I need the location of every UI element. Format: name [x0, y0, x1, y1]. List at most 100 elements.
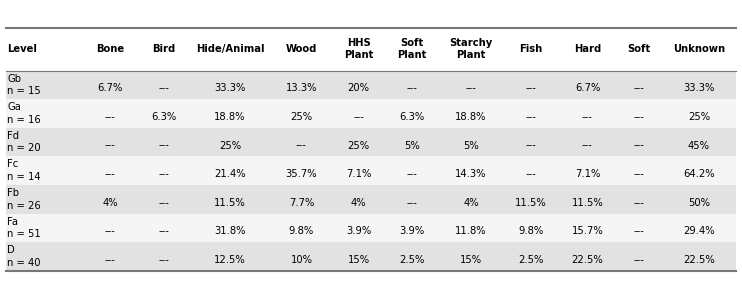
Text: 25%: 25% [290, 112, 312, 122]
Text: 29.4%: 29.4% [683, 226, 715, 236]
Text: 18.8%: 18.8% [214, 112, 246, 122]
Text: Fa: Fa [7, 217, 19, 226]
Text: 25%: 25% [347, 140, 370, 151]
Text: n = 20: n = 20 [7, 143, 41, 153]
Text: 10%: 10% [290, 255, 312, 265]
Text: Unknown: Unknown [673, 45, 725, 54]
Text: ---: --- [634, 226, 644, 236]
Text: 64.2%: 64.2% [683, 169, 715, 179]
Text: ---: --- [634, 140, 644, 151]
Text: 13.3%: 13.3% [286, 83, 317, 93]
Text: 4%: 4% [463, 198, 479, 208]
Text: ---: --- [105, 112, 115, 122]
Text: 7.7%: 7.7% [289, 198, 314, 208]
Text: ---: --- [634, 83, 644, 93]
Text: Hard: Hard [574, 45, 601, 54]
Text: D: D [7, 245, 15, 255]
Text: 5%: 5% [404, 140, 420, 151]
Bar [6, 213, 736, 242]
Text: 11.5%: 11.5% [214, 198, 246, 208]
Text: ---: --- [105, 255, 115, 265]
Text: Hide/Animal: Hide/Animal [196, 45, 264, 54]
Bar [6, 185, 736, 213]
Text: ---: --- [634, 112, 644, 122]
Text: ---: --- [105, 169, 115, 179]
Text: 15%: 15% [460, 255, 482, 265]
Text: 21.4%: 21.4% [214, 169, 246, 179]
Text: ---: --- [634, 169, 644, 179]
Text: ---: --- [526, 83, 536, 93]
Text: 2.5%: 2.5% [519, 255, 544, 265]
Text: HHS
Plant: HHS Plant [344, 38, 373, 60]
Text: Soft: Soft [627, 45, 651, 54]
Text: Fb: Fb [7, 188, 19, 198]
Text: 6.7%: 6.7% [97, 83, 122, 93]
Bar [6, 157, 736, 185]
Text: 15.7%: 15.7% [571, 226, 603, 236]
Bar [6, 128, 736, 157]
Text: 35.7%: 35.7% [286, 169, 317, 179]
Text: ---: --- [407, 198, 418, 208]
Text: 6.3%: 6.3% [399, 112, 424, 122]
Text: ---: --- [158, 226, 169, 236]
Text: Fd: Fd [7, 131, 19, 141]
Text: 9.8%: 9.8% [519, 226, 544, 236]
Text: ---: --- [158, 83, 169, 93]
Text: 7.1%: 7.1% [346, 169, 371, 179]
Text: 33.3%: 33.3% [683, 83, 715, 93]
Text: Fish: Fish [519, 45, 543, 54]
Bar [6, 99, 736, 128]
Text: 3.9%: 3.9% [346, 226, 371, 236]
Text: 18.8%: 18.8% [456, 112, 487, 122]
Text: n = 14: n = 14 [7, 172, 41, 182]
Text: 33.3%: 33.3% [214, 83, 246, 93]
Bar [6, 242, 736, 271]
Text: ---: --- [105, 140, 115, 151]
Text: 25%: 25% [688, 112, 710, 122]
Text: 4%: 4% [351, 198, 367, 208]
Text: n = 16: n = 16 [7, 115, 41, 125]
Bar [6, 70, 736, 99]
Text: Bone: Bone [96, 45, 124, 54]
Text: Gb: Gb [7, 74, 22, 84]
Text: ---: --- [158, 255, 169, 265]
Text: Soft
Plant: Soft Plant [398, 38, 427, 60]
Text: 45%: 45% [688, 140, 710, 151]
Text: Level: Level [7, 45, 37, 54]
Text: ---: --- [158, 198, 169, 208]
Text: 50%: 50% [688, 198, 710, 208]
Text: 3.9%: 3.9% [399, 226, 424, 236]
Text: ---: --- [526, 112, 536, 122]
Text: 6.7%: 6.7% [575, 83, 600, 93]
Text: Wood: Wood [286, 45, 317, 54]
Text: ---: --- [634, 255, 644, 265]
Text: ---: --- [465, 83, 476, 93]
Text: ---: --- [158, 140, 169, 151]
Text: Bird: Bird [152, 45, 175, 54]
Text: n = 26: n = 26 [7, 201, 41, 211]
Text: ---: --- [582, 112, 593, 122]
Text: n = 40: n = 40 [7, 258, 41, 268]
Text: 22.5%: 22.5% [571, 255, 603, 265]
Text: ---: --- [526, 169, 536, 179]
Text: 22.5%: 22.5% [683, 255, 715, 265]
Text: 25%: 25% [219, 140, 241, 151]
Text: 14.3%: 14.3% [456, 169, 487, 179]
Text: 15%: 15% [347, 255, 370, 265]
Text: 11.8%: 11.8% [455, 226, 487, 236]
Text: ---: --- [634, 198, 644, 208]
Text: n = 51: n = 51 [7, 229, 41, 239]
Text: ---: --- [158, 169, 169, 179]
Text: n = 15: n = 15 [7, 86, 41, 96]
Text: 20%: 20% [347, 83, 370, 93]
Text: ---: --- [526, 140, 536, 151]
Text: 6.3%: 6.3% [151, 112, 176, 122]
Text: 31.8%: 31.8% [214, 226, 246, 236]
Text: 5%: 5% [463, 140, 479, 151]
Text: ---: --- [296, 140, 306, 151]
Text: ---: --- [407, 169, 418, 179]
Text: 12.5%: 12.5% [214, 255, 246, 265]
Text: ---: --- [407, 83, 418, 93]
Text: 11.5%: 11.5% [516, 198, 547, 208]
Text: 9.8%: 9.8% [289, 226, 314, 236]
